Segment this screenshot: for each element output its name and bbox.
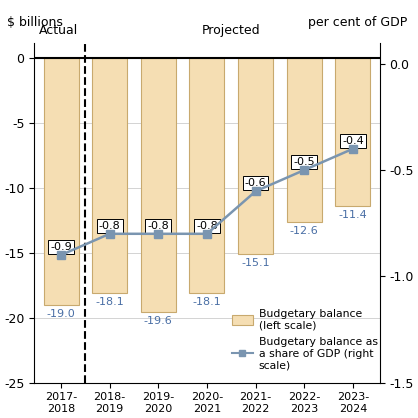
Bar [189, 58, 224, 293]
Text: -18.1: -18.1 [95, 297, 124, 307]
Text: -11.4: -11.4 [339, 210, 367, 220]
Text: -19.6: -19.6 [144, 316, 173, 326]
Text: -0.8: -0.8 [196, 221, 218, 231]
Text: -0.4: -0.4 [342, 135, 364, 145]
Text: Projected: Projected [202, 25, 260, 38]
Legend: Budgetary balance
(left scale), Budgetary balance as
a share of GDP (right
scale: Budgetary balance (left scale), Budgetar… [232, 309, 377, 370]
Text: -0.8: -0.8 [99, 221, 120, 231]
Bar [43, 58, 79, 305]
Text: $ billions: $ billions [7, 16, 63, 29]
Bar [335, 58, 370, 206]
Text: -0.8: -0.8 [148, 221, 169, 231]
Bar [287, 58, 322, 222]
Bar [92, 58, 127, 293]
Text: -0.6: -0.6 [245, 178, 266, 188]
Bar [141, 58, 176, 312]
Bar [238, 58, 273, 254]
Text: -19.0: -19.0 [47, 308, 75, 319]
Text: -15.1: -15.1 [241, 258, 270, 268]
Text: per cent of GDP: per cent of GDP [308, 16, 407, 29]
Text: -12.6: -12.6 [290, 226, 319, 235]
Text: -18.1: -18.1 [193, 297, 221, 307]
Text: -0.5: -0.5 [293, 157, 315, 167]
Text: -0.9: -0.9 [50, 242, 72, 252]
Text: Actual: Actual [39, 25, 78, 38]
